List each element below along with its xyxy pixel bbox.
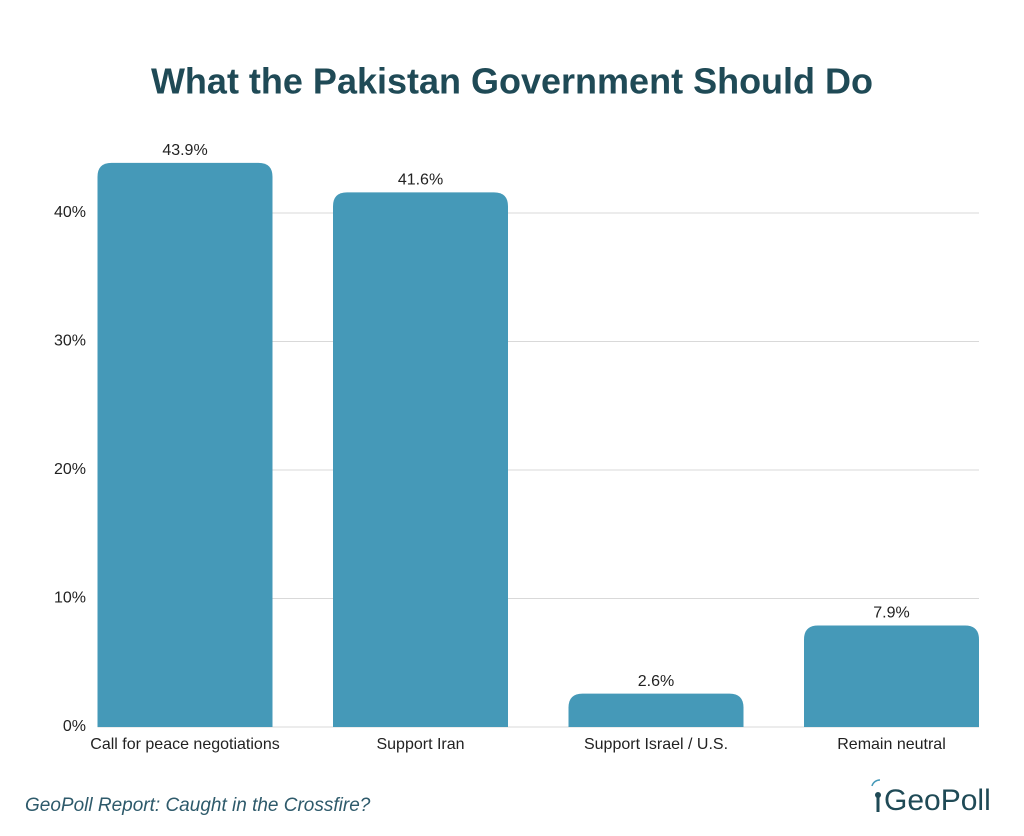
x-tick-label: Support Israel / U.S. — [584, 736, 728, 753]
y-tick-label: 0% — [63, 718, 86, 735]
logo-icon — [871, 779, 881, 812]
chart-title: What the Pakistan Government Should Do — [151, 61, 873, 102]
y-tick-label: 20% — [54, 461, 86, 478]
x-tick-label: Call for peace negotiations — [90, 736, 279, 753]
bar — [333, 192, 508, 727]
y-tick-label: 10% — [54, 590, 86, 607]
y-tick-label: 30% — [54, 333, 86, 350]
source-note: GeoPoll Report: Caught in the Crossfire? — [25, 795, 371, 816]
y-tick-label: 40% — [54, 204, 86, 221]
bar — [568, 693, 744, 727]
bar — [804, 625, 979, 727]
data-label: 43.9% — [162, 142, 207, 159]
bar — [97, 162, 273, 727]
data-label: 41.6% — [398, 172, 443, 189]
x-tick-label: Support Iran — [376, 736, 464, 753]
x-tick-label: Remain neutral — [837, 736, 946, 753]
logo: GeoPoll — [884, 784, 991, 817]
data-label: 7.9% — [873, 605, 909, 622]
data-label: 2.6% — [638, 673, 674, 690]
